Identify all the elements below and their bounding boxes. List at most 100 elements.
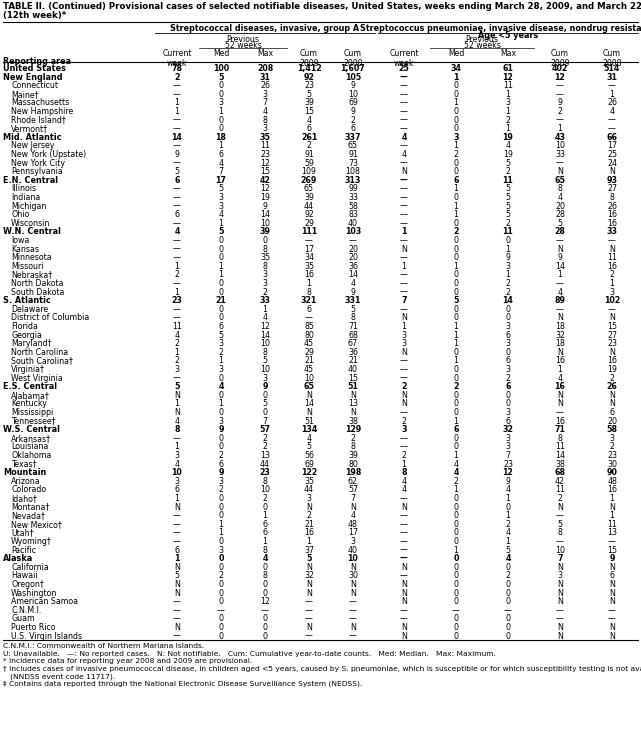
Text: 16: 16: [607, 210, 617, 219]
Text: 6: 6: [263, 520, 267, 529]
Text: 3: 3: [506, 443, 510, 451]
Text: Illinois: Illinois: [11, 184, 36, 194]
Text: 2: 2: [610, 373, 615, 383]
Text: 4: 4: [219, 210, 224, 219]
Text: N: N: [401, 391, 407, 400]
Text: 1: 1: [401, 459, 406, 468]
Text: N: N: [557, 399, 563, 408]
Text: 4: 4: [262, 554, 268, 563]
Text: Streptococcus pneumoniae, invasive disease, nondrug resistant†: Streptococcus pneumoniae, invasive disea…: [360, 24, 641, 33]
Text: 35: 35: [260, 253, 270, 262]
Text: 4: 4: [306, 434, 312, 443]
Text: —: —: [173, 90, 181, 99]
Text: 6: 6: [219, 322, 224, 331]
Text: Georgia: Georgia: [11, 331, 42, 340]
Text: 71: 71: [348, 322, 358, 331]
Text: —: —: [349, 632, 357, 641]
Text: ‡ Contains data reported through the National Electronic Disease Surveillance Sy: ‡ Contains data reported through the Nat…: [3, 681, 362, 687]
Text: 5: 5: [506, 202, 510, 211]
Text: Cum
2008: Cum 2008: [603, 49, 622, 69]
Text: 3: 3: [219, 339, 224, 348]
Text: —: —: [400, 219, 408, 228]
Text: 0: 0: [219, 279, 224, 288]
Text: 11: 11: [260, 142, 270, 151]
Text: 11: 11: [555, 486, 565, 495]
Text: 39: 39: [260, 227, 271, 236]
Text: 16: 16: [554, 383, 565, 392]
Text: 1: 1: [558, 124, 563, 133]
Text: 2: 2: [610, 270, 615, 279]
Text: —: —: [173, 606, 181, 614]
Text: 8: 8: [263, 348, 267, 357]
Text: Montana†: Montana†: [11, 502, 49, 511]
Text: 100: 100: [213, 64, 229, 73]
Text: 15: 15: [260, 167, 270, 176]
Text: —: —: [173, 373, 181, 383]
Text: —: —: [608, 116, 616, 124]
Text: N: N: [350, 502, 356, 511]
Text: 0: 0: [219, 373, 224, 383]
Text: N: N: [174, 502, 180, 511]
Text: —: —: [173, 193, 181, 202]
Text: 68: 68: [554, 468, 565, 477]
Text: 65: 65: [304, 184, 314, 194]
Text: 15: 15: [607, 322, 617, 331]
Text: 6: 6: [453, 425, 459, 434]
Text: 0: 0: [453, 305, 458, 314]
Text: 9: 9: [506, 253, 510, 262]
Text: 5: 5: [558, 520, 563, 529]
Text: 44: 44: [304, 486, 314, 495]
Text: 261: 261: [301, 133, 317, 142]
Text: —: —: [400, 72, 408, 81]
Text: 5: 5: [506, 159, 510, 168]
Text: 65: 65: [303, 383, 315, 392]
Text: —: —: [608, 81, 616, 90]
Text: 0: 0: [506, 348, 510, 357]
Text: Maine†: Maine†: [11, 90, 38, 99]
Text: N: N: [306, 589, 312, 598]
Text: —: —: [556, 116, 564, 124]
Text: 0: 0: [453, 434, 458, 443]
Text: 5: 5: [174, 383, 179, 392]
Text: 14: 14: [260, 210, 270, 219]
Text: 1: 1: [174, 348, 179, 357]
Text: N: N: [609, 597, 615, 606]
Text: 62: 62: [348, 477, 358, 486]
Text: 2: 2: [558, 107, 563, 116]
Text: 5: 5: [306, 90, 312, 99]
Text: 17: 17: [607, 142, 617, 151]
Text: 8: 8: [174, 425, 179, 434]
Text: 0: 0: [506, 391, 510, 400]
Text: 5: 5: [263, 399, 267, 408]
Text: 40: 40: [348, 219, 358, 228]
Text: 3: 3: [610, 434, 615, 443]
Text: 0: 0: [453, 373, 458, 383]
Text: 2: 2: [219, 348, 224, 357]
Text: 1: 1: [453, 99, 458, 108]
Text: 0: 0: [453, 589, 458, 598]
Text: 1: 1: [401, 227, 406, 236]
Text: 9: 9: [558, 99, 562, 108]
Text: 9: 9: [558, 253, 562, 262]
Text: 0: 0: [219, 124, 224, 133]
Text: —: —: [400, 572, 408, 581]
Text: 85: 85: [304, 322, 314, 331]
Text: 2: 2: [306, 511, 312, 520]
Text: 32: 32: [503, 425, 513, 434]
Text: N: N: [401, 348, 407, 357]
Text: —: —: [173, 124, 181, 133]
Text: 7: 7: [351, 494, 356, 503]
Text: —: —: [608, 236, 616, 245]
Text: 6: 6: [263, 529, 267, 538]
Text: —: —: [400, 546, 408, 555]
Text: —: —: [556, 236, 564, 245]
Text: 29: 29: [304, 219, 314, 228]
Text: N: N: [557, 632, 563, 641]
Text: 80: 80: [304, 331, 314, 340]
Text: 1: 1: [219, 107, 224, 116]
Text: 6: 6: [506, 356, 510, 365]
Text: —: —: [173, 632, 181, 641]
Text: 15: 15: [348, 373, 358, 383]
Text: —: —: [173, 81, 181, 90]
Text: 0: 0: [219, 116, 224, 124]
